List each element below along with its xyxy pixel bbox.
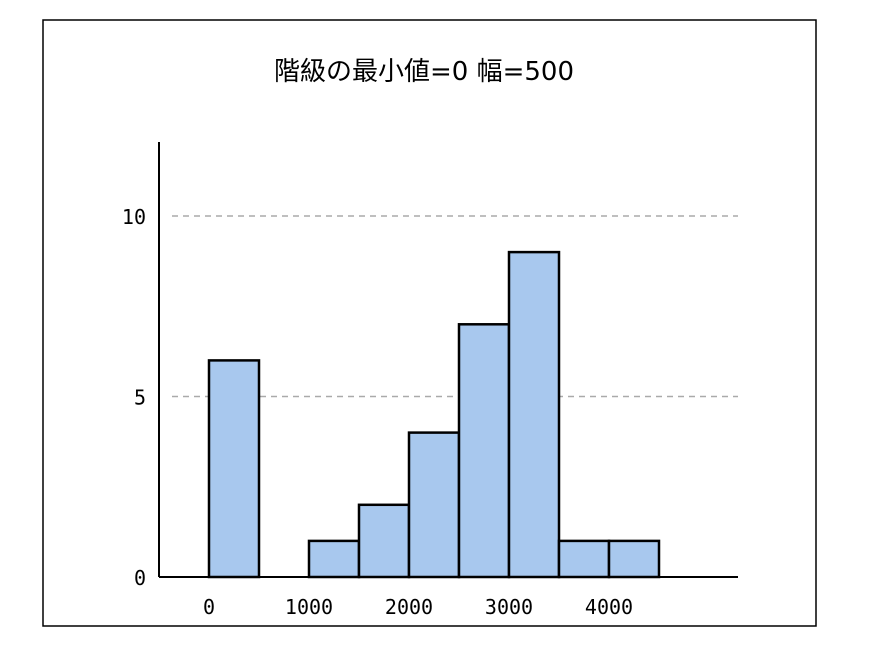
y-tick-labels: 0 5 10 [122,205,146,590]
x-tick-label: 0 [203,595,215,619]
histogram-bar [357,503,411,579]
histogram-bar [307,539,361,579]
histogram-bar [507,250,561,579]
chart-title: 階級の最小値=0 幅=500 [274,57,574,87]
x-tick-label: 4000 [585,595,633,619]
histogram-bar [557,539,611,579]
histogram-bar [607,539,661,579]
histogram-bar [407,431,461,579]
axes [158,142,738,578]
y-tick-label: 0 [134,566,146,590]
y-tick-label: 5 [134,386,146,410]
histogram-bars [207,250,661,579]
x-tick-labels: 0 1000 2000 3000 4000 [203,595,633,619]
x-tick-label: 1000 [285,595,333,619]
histogram-bar [207,359,261,579]
histogram-bar [457,323,511,579]
x-tick-label: 3000 [485,595,533,619]
y-tick-label: 10 [122,205,146,229]
x-tick-label: 2000 [385,595,433,619]
